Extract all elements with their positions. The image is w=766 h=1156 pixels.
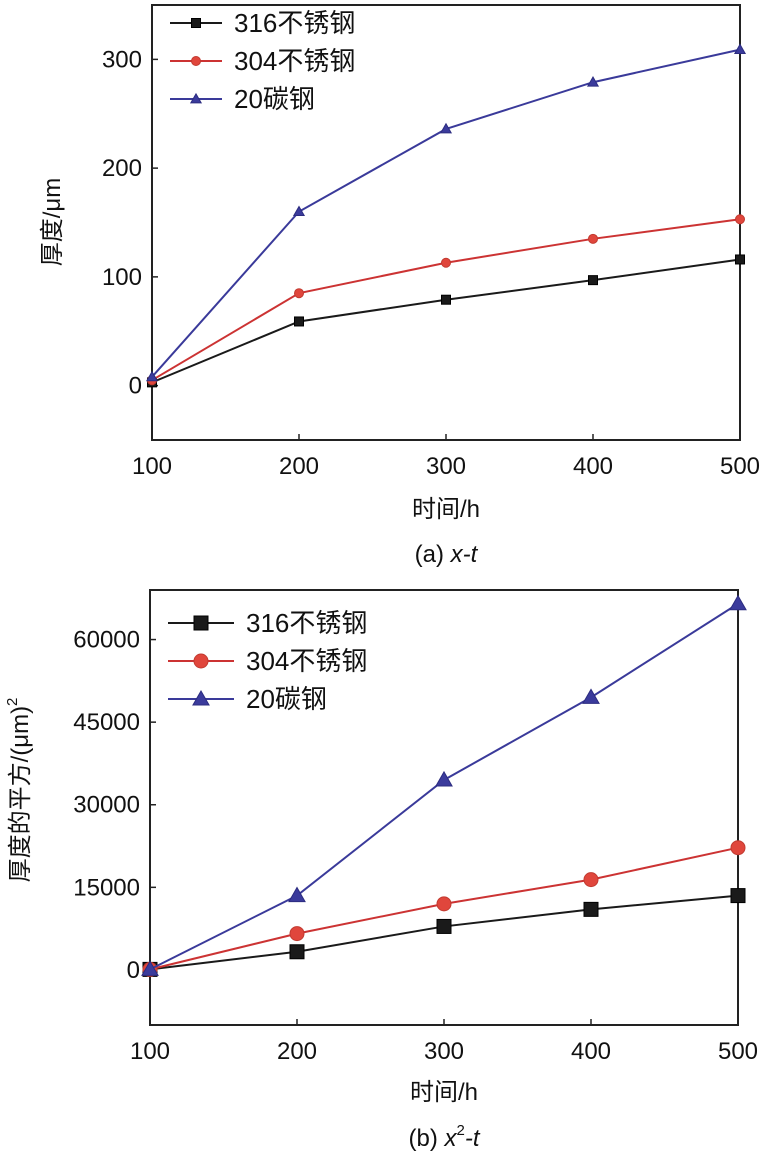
data-point-s1-3 <box>588 233 598 244</box>
data-point-s0-4 <box>735 254 745 265</box>
legend-label-1: 304不锈钢 <box>234 46 355 76</box>
chart-b-caption: (b) x2-t <box>408 1122 480 1152</box>
y-tick-label: 0 <box>129 373 142 400</box>
x-tick-label: 300 <box>424 1038 464 1065</box>
data-point-s0-2 <box>436 918 452 934</box>
x-tick-label: 200 <box>279 453 319 480</box>
data-point-s2-2 <box>435 770 453 787</box>
x-tick-label: 500 <box>718 1038 758 1065</box>
data-point-s1-3 <box>583 872 599 888</box>
y-tick-label: 200 <box>102 155 142 182</box>
chart-a-x-axis-label: 时间/h <box>412 496 480 523</box>
data-point-s1-1 <box>289 926 305 942</box>
data-point-s2-3 <box>586 76 600 87</box>
x-tick-label: 300 <box>426 453 466 480</box>
chart-a-y-axis-label: 厚度/μm <box>39 178 66 267</box>
data-point-s2-3 <box>582 688 600 704</box>
data-point-s0-4 <box>730 888 746 904</box>
y-tick-label: 100 <box>102 264 142 291</box>
data-point-s1-4 <box>735 214 745 225</box>
legend-label-2: 20碳钢 <box>234 84 315 114</box>
data-point-s1-1 <box>294 288 304 299</box>
y-tick-label: 45000 <box>73 709 140 736</box>
y-tick-label: 60000 <box>73 627 140 654</box>
legend-label-0: 316不锈钢 <box>234 8 355 38</box>
chart-a-legend: 316不锈钢 304不锈钢 20碳钢 <box>170 8 355 114</box>
data-point-s1-2 <box>436 896 452 912</box>
y-tick-label: 300 <box>102 46 142 73</box>
data-point-s0-3 <box>583 901 599 917</box>
x-tick-label: 200 <box>277 1038 317 1065</box>
legend-label-2: 20碳钢 <box>246 684 327 714</box>
legend-marker-2 <box>189 92 203 104</box>
data-point-s1-4 <box>730 840 746 856</box>
legend-marker-1 <box>193 653 209 669</box>
x-tick-label: 400 <box>573 453 613 480</box>
data-point-s1-2 <box>441 257 451 268</box>
data-point-s2-1 <box>288 886 306 903</box>
data-point-s2-0 <box>145 370 159 382</box>
y-tick-label: 15000 <box>73 874 140 901</box>
chart-b-x-axis-label: 时间/h <box>410 1079 478 1106</box>
chart-a-x-ticks: 100 200 300 400 500 <box>132 434 760 480</box>
chart-b-y-ticks: 0 15000 30000 45000 60000 <box>73 627 156 984</box>
legend-marker-2 <box>192 689 210 706</box>
chart-b: 100 200 300 400 500 0 15000 30000 45000 60000 31… <box>4 589 758 1152</box>
data-point-s0-3 <box>588 275 598 286</box>
data-point-s2-2 <box>439 122 453 134</box>
chart-b-x-ticks: 100 200 300 400 500 <box>130 1019 758 1065</box>
data-point-s0-1 <box>289 944 305 960</box>
chart-b-y-axis-label: 厚度的平方/(μm)2 <box>4 698 34 883</box>
chart-a: 100 200 300 400 500 0 100 200 300 316不锈钢 304不锈钢 2… <box>39 4 760 568</box>
data-point-s2-0 <box>141 960 159 976</box>
series-line-2 <box>149 602 739 971</box>
legend-label-1: 304不锈钢 <box>246 646 367 676</box>
y-tick-label: 0 <box>127 957 140 984</box>
y-tick-label: 30000 <box>73 792 140 819</box>
data-point-s0-2 <box>441 294 451 305</box>
chart-a-y-ticks: 0 100 200 300 <box>102 46 158 400</box>
legend-marker-0 <box>191 18 201 28</box>
chart-b-legend: 316不锈钢 304不锈钢 20碳钢 <box>168 608 367 714</box>
chart-a-series <box>145 43 747 388</box>
x-tick-label: 100 <box>130 1038 170 1065</box>
legend-label-0: 316不锈钢 <box>246 608 367 638</box>
data-point-s2-1 <box>292 205 306 217</box>
x-tick-label: 400 <box>571 1038 611 1065</box>
legend-marker-1 <box>191 56 201 66</box>
x-tick-label: 100 <box>132 453 172 480</box>
x-tick-label: 500 <box>720 453 760 480</box>
chart-a-caption: (a) x-t <box>415 541 479 568</box>
chart-b-series <box>141 594 747 977</box>
data-point-s2-4 <box>733 43 747 54</box>
data-point-s2-4 <box>729 594 747 611</box>
legend-marker-0 <box>193 615 209 631</box>
data-point-s0-1 <box>294 316 304 327</box>
